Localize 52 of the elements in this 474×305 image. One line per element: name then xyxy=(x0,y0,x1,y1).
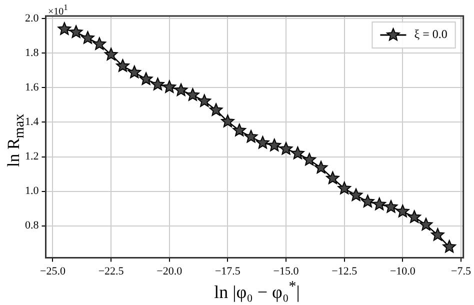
x-tick-label: −12.5 xyxy=(332,265,358,278)
point xyxy=(58,22,72,35)
point xyxy=(361,194,374,208)
point xyxy=(104,48,118,60)
point xyxy=(69,25,83,38)
point xyxy=(442,240,456,253)
x-tick-label: −7.5 xyxy=(451,265,472,278)
legend-label: ξ = 0.0 xyxy=(414,27,448,42)
point xyxy=(198,94,212,107)
point xyxy=(326,171,340,184)
point xyxy=(162,80,176,93)
x-tick-label: −17.5 xyxy=(214,265,241,278)
x-tick-label: −22.5 xyxy=(98,265,124,278)
point xyxy=(232,124,246,136)
point xyxy=(279,142,293,155)
point xyxy=(92,37,106,50)
point xyxy=(384,200,398,213)
point xyxy=(396,204,410,218)
point xyxy=(186,88,200,101)
y-tick-label: 1.6 xyxy=(25,82,40,94)
point xyxy=(174,83,188,96)
annotation: ×10$^{1}$ xyxy=(48,2,68,18)
point xyxy=(430,228,444,241)
point xyxy=(302,152,316,166)
y-tick-label: 2.0 xyxy=(25,12,40,24)
point xyxy=(291,146,304,160)
point xyxy=(244,130,258,143)
point xyxy=(221,114,234,128)
x-tick-label: −10.0 xyxy=(390,265,416,278)
point xyxy=(128,65,142,78)
x-tick-label: −25.0 xyxy=(40,265,66,278)
point xyxy=(81,31,94,44)
x-axis-title: ln |φ₀ − φ₀$^{*}$| xyxy=(214,279,300,302)
y-tick-label: 0.8 xyxy=(25,220,40,232)
point xyxy=(256,136,270,149)
point xyxy=(349,188,363,202)
x-tick-label: −20.0 xyxy=(156,265,183,278)
x-tick-label: −15.0 xyxy=(273,265,300,278)
y-tick-label: 1.2 xyxy=(25,150,39,163)
y-tick-label: 1.0 xyxy=(25,185,40,198)
point xyxy=(372,197,386,210)
point xyxy=(338,182,352,194)
point xyxy=(116,59,130,72)
y-tick-label: 1.4 xyxy=(25,116,40,128)
point xyxy=(151,78,164,90)
point xyxy=(408,210,422,223)
point xyxy=(139,72,153,85)
point xyxy=(209,103,223,116)
point xyxy=(314,160,328,174)
point xyxy=(419,218,433,231)
y-tick-label: 1.8 xyxy=(25,47,40,60)
point xyxy=(268,138,282,152)
